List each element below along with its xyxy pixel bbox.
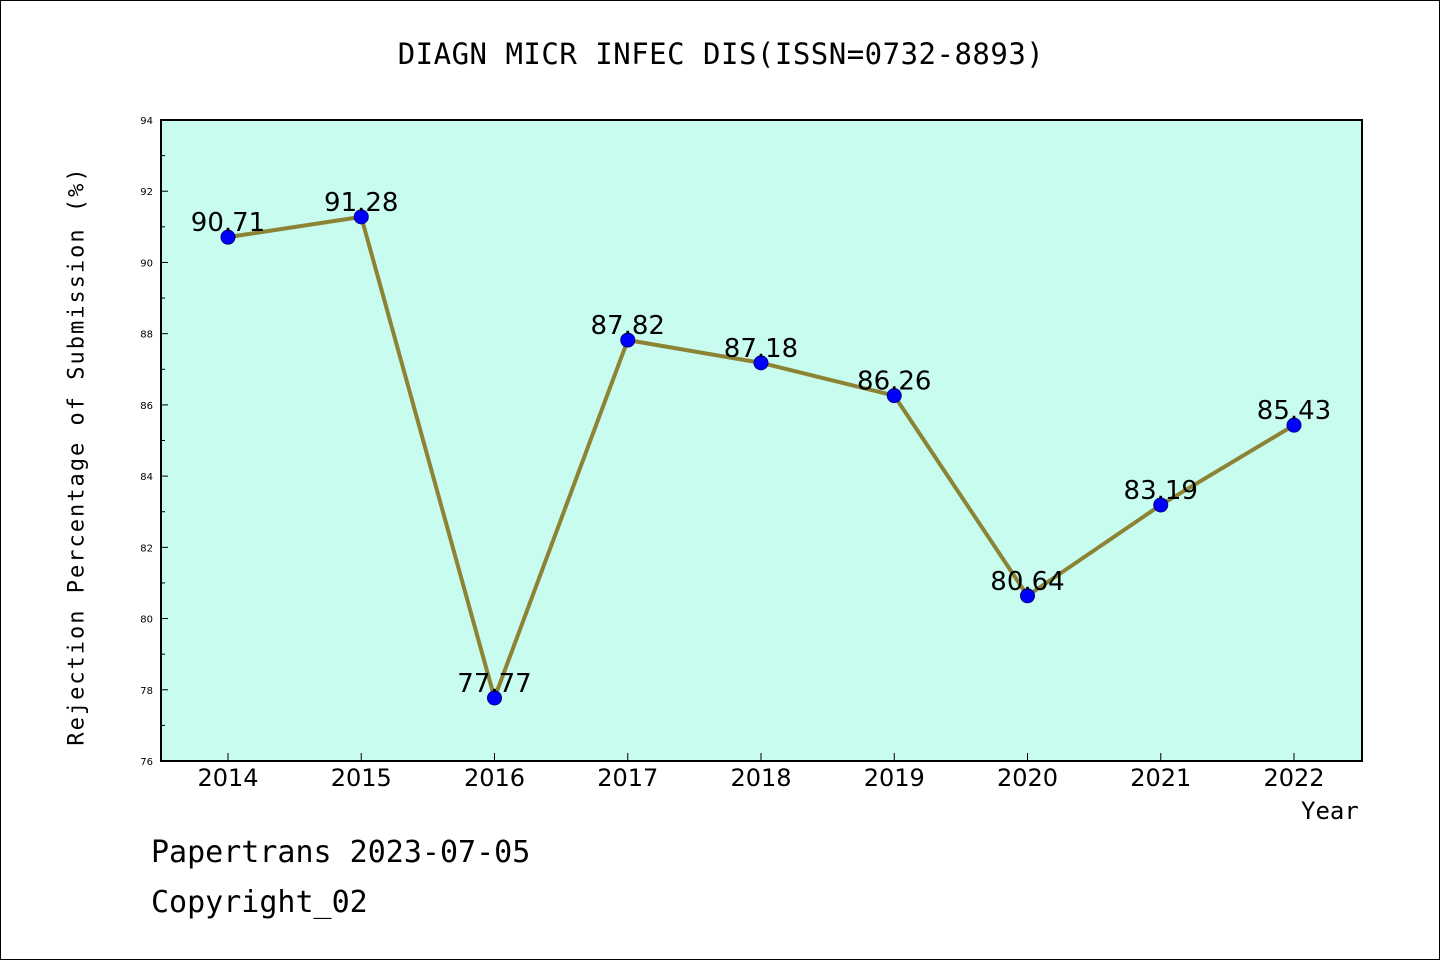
data-label: 77.77 [457,669,531,699]
x-axis-ticks: 2014 2015 2016 2017 2018 2019 2020 2021 2022 [197,753,1325,792]
data-label: 87.82 [591,311,665,341]
x-tick-label: 2017 [597,764,658,792]
x-tick-label: 2014 [197,764,258,792]
y-tick-label: 94 [140,116,153,127]
y-tick-label: 76 [140,757,153,768]
data-labels: 90.71 91.28 77.77 87.82 87.18 86.26 80.64 83.19… [191,188,1331,699]
footer-date: Papertrans 2023-07-05 [151,835,531,870]
data-label: 90.71 [191,208,265,238]
y-tick-label: 88 [140,330,153,341]
data-label: 91.28 [324,188,398,218]
data-point [487,690,502,706]
y-tick-label: 78 [140,686,153,697]
x-tick-label: 2018 [730,764,791,792]
data-point [1153,497,1169,513]
x-tick-label: 2021 [1130,764,1191,792]
data-point [353,209,369,225]
y-tick-label: 92 [140,187,153,198]
data-point [886,388,902,404]
y-tick-label: 86 [140,401,153,412]
data-point [753,355,769,371]
data-label: 83.19 [1124,476,1198,506]
x-tick-label: 2019 [864,764,925,792]
y-tick-label: 90 [140,258,153,269]
x-tick-label: 2015 [331,764,392,792]
x-tick-label: 2020 [997,764,1058,792]
footer-copyright: Copyright_02 [151,885,368,920]
y-tick-label: 84 [140,472,153,483]
data-point [220,229,236,245]
plot-area [160,119,1363,762]
data-point [1286,417,1302,433]
x-axis-label: Year [1301,797,1359,825]
data-label: 80.64 [990,567,1064,597]
chart-title: DIAGN MICR INFEC DIS(ISSN=0732-8893) [397,37,1045,71]
data-label: 85.43 [1257,396,1331,426]
x-tick-label: 2016 [464,764,525,792]
y-tick-label: 80 [140,615,153,626]
data-point [1020,588,1035,604]
x-tick-label: 2022 [1263,764,1324,792]
data-label: 87.18 [724,334,798,364]
y-axis-ticks: 76 78 80 82 84 86 88 90 92 94 [140,116,168,768]
y-tick-label: 82 [140,543,153,554]
data-point [620,332,636,348]
data-label: 86.26 [857,367,931,397]
data-points [220,209,1302,706]
